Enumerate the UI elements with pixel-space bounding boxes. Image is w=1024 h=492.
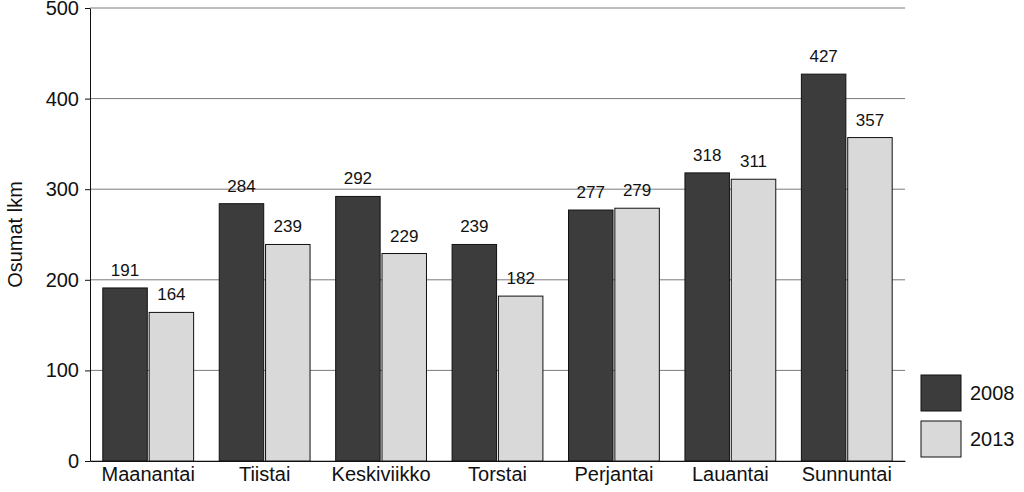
x-tick-label: Lauantai	[692, 463, 769, 485]
grid-line	[90, 8, 905, 9]
data-label: 239	[460, 217, 488, 236]
chart: 191 284 292 239 277 318 427 164 239 229 182 279 311 3…	[0, 0, 1024, 492]
grid-line	[90, 189, 905, 190]
x-tick: Tiistai	[239, 461, 290, 485]
x-axis-line	[91, 461, 906, 462]
x-axis: Maanantai Tiistai Keskiviikko Torstai Perjan…	[91, 461, 906, 485]
bar	[382, 254, 426, 461]
legend: 2008 2013	[921, 375, 1015, 457]
y-tick: 0	[68, 450, 90, 472]
bar	[801, 74, 845, 461]
data-label: 279	[623, 181, 651, 200]
data-label: 164	[157, 285, 185, 304]
y-tick-label: 100	[46, 359, 79, 381]
y-tick: 300	[46, 178, 90, 200]
y-tick-mark	[85, 280, 90, 281]
data-label: 292	[344, 169, 372, 188]
y-tick-label: 300	[46, 178, 79, 200]
data-label: 277	[577, 183, 605, 202]
y-tick-mark	[85, 99, 90, 100]
y-tick: 100	[46, 359, 90, 381]
x-tick-label: Keskiviikko	[332, 463, 431, 485]
data-label: 318	[693, 146, 721, 165]
y-tick: 500	[46, 0, 90, 19]
y-tick-mark	[85, 8, 90, 9]
data-label: 182	[506, 269, 534, 288]
legend-label: 2013	[970, 428, 1015, 450]
bars	[103, 74, 892, 461]
bar	[848, 138, 892, 461]
data-label: 191	[111, 261, 139, 280]
y-tick-mark	[85, 461, 90, 462]
grid-line	[90, 461, 905, 462]
grid	[90, 8, 905, 461]
legend-label: 2008	[970, 382, 1015, 404]
x-tick-label: Maanantai	[102, 463, 195, 485]
bar	[103, 288, 147, 461]
legend-swatch	[921, 421, 961, 457]
y-tick: 400	[46, 88, 90, 110]
grid-line	[90, 98, 905, 99]
x-tick-label: Perjantai	[574, 463, 653, 485]
y-axis-line	[90, 9, 91, 462]
data-label: 239	[274, 217, 302, 236]
legend-swatch	[921, 375, 961, 411]
x-tick-label: Sunnuntai	[802, 463, 892, 485]
y-tick-mark	[85, 189, 90, 190]
bar	[615, 208, 659, 461]
bar	[685, 173, 729, 461]
bar	[731, 179, 775, 461]
data-label: 284	[227, 177, 255, 196]
y-tick: 200	[46, 269, 90, 291]
x-tick: Perjantai	[574, 461, 653, 485]
bar	[498, 296, 542, 461]
y-tick-label: 0	[68, 450, 79, 472]
y-tick-label: 400	[46, 88, 79, 110]
bar	[336, 196, 380, 461]
grid-line	[90, 370, 905, 371]
y-axis-title: Osumat lkm	[4, 181, 26, 288]
bar	[452, 244, 496, 461]
plot: 191 284 292 239 277 318 427 164 239 229 182 279 311 3…	[46, 0, 906, 485]
x-tick: Lauantai	[692, 461, 769, 485]
bar	[569, 210, 613, 461]
data-labels: 191 284 292 239 277 318 427 164 239 229 182 279 311 3…	[111, 47, 884, 304]
x-tick: Keskiviikko	[332, 461, 431, 485]
y-tick-mark	[85, 370, 90, 371]
data-label: 427	[809, 47, 837, 66]
bar	[149, 312, 193, 461]
x-tick: Torstai	[468, 461, 527, 485]
grid-line	[90, 279, 905, 280]
y-axis: 0 100 200 300 400 500	[46, 0, 91, 472]
data-label: 229	[390, 227, 418, 246]
data-label: 357	[856, 111, 884, 130]
bar	[219, 204, 263, 461]
y-tick-label: 200	[46, 269, 79, 291]
bar	[266, 244, 310, 461]
x-tick-label: Tiistai	[239, 463, 290, 485]
x-tick: Maanantai	[102, 461, 195, 485]
x-tick-label: Torstai	[468, 463, 527, 485]
data-label: 311	[740, 152, 767, 171]
x-tick: Sunnuntai	[802, 461, 892, 485]
y-tick-label: 500	[46, 0, 79, 19]
